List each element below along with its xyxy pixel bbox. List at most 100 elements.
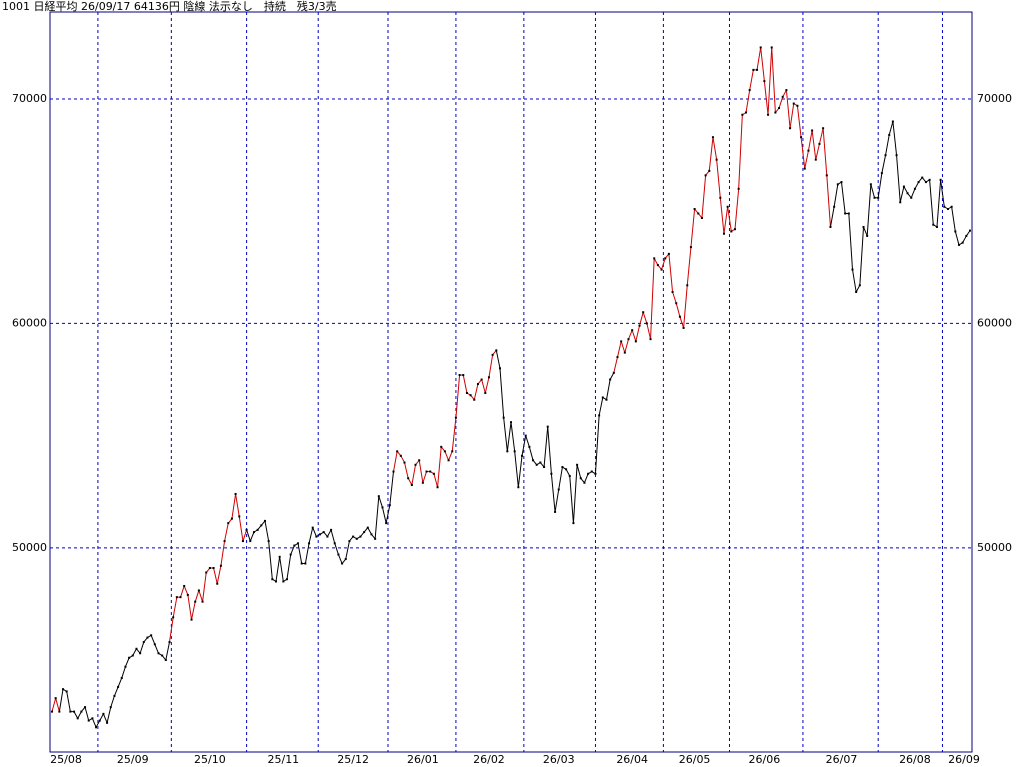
line-segment bbox=[639, 312, 644, 326]
line-segment bbox=[903, 186, 909, 194]
point bbox=[117, 685, 120, 688]
line-segment bbox=[760, 47, 765, 82]
line-segment bbox=[804, 150, 809, 169]
line-segment bbox=[815, 143, 820, 160]
point bbox=[124, 665, 127, 668]
line-segment bbox=[668, 253, 674, 293]
point bbox=[289, 553, 292, 556]
line-segment bbox=[451, 417, 457, 452]
point bbox=[733, 228, 736, 231]
point bbox=[95, 726, 98, 729]
line-segment bbox=[686, 247, 692, 286]
line-segment bbox=[712, 137, 718, 160]
point bbox=[965, 234, 968, 237]
line-segment bbox=[73, 711, 79, 719]
line-segment bbox=[481, 379, 486, 394]
point bbox=[969, 229, 971, 232]
point bbox=[939, 178, 942, 181]
point bbox=[304, 562, 307, 565]
line-segment bbox=[690, 208, 696, 248]
point bbox=[465, 391, 468, 394]
line-segment bbox=[393, 451, 398, 472]
point bbox=[282, 580, 285, 583]
point bbox=[396, 450, 399, 453]
line-segment bbox=[855, 285, 861, 293]
point bbox=[818, 142, 821, 145]
line-segment bbox=[683, 285, 688, 328]
point bbox=[528, 445, 531, 448]
line-segment bbox=[510, 422, 516, 452]
line-segment bbox=[749, 69, 754, 91]
point bbox=[715, 158, 718, 161]
point bbox=[440, 445, 443, 448]
point bbox=[491, 353, 494, 356]
point bbox=[601, 396, 604, 399]
point bbox=[568, 475, 571, 478]
line-segment bbox=[716, 159, 721, 198]
line-segment bbox=[646, 323, 652, 340]
line-segment bbox=[381, 507, 387, 524]
line-segment bbox=[870, 184, 876, 198]
line-segment bbox=[914, 181, 920, 190]
y-tick-label: 70000 bbox=[12, 92, 47, 105]
point bbox=[469, 394, 472, 397]
line-segment bbox=[672, 291, 677, 304]
line-segment bbox=[554, 489, 560, 512]
line-segment bbox=[235, 493, 240, 517]
point bbox=[844, 212, 847, 215]
line-segment bbox=[767, 47, 773, 115]
line-segment bbox=[899, 186, 905, 203]
point bbox=[785, 89, 788, 92]
point bbox=[689, 246, 692, 249]
point bbox=[366, 526, 369, 529]
point bbox=[385, 522, 388, 525]
x-tick-label: 25/10 bbox=[194, 753, 226, 766]
line-segment bbox=[840, 182, 846, 214]
point bbox=[462, 374, 465, 377]
point bbox=[322, 531, 325, 534]
point bbox=[293, 544, 296, 547]
line-segment bbox=[488, 354, 494, 378]
line-segment bbox=[572, 464, 578, 524]
line-segment bbox=[121, 666, 126, 679]
point bbox=[186, 593, 189, 596]
point bbox=[638, 324, 641, 327]
line-segment bbox=[165, 641, 170, 661]
line-segment bbox=[433, 473, 439, 488]
point bbox=[957, 243, 960, 246]
point bbox=[609, 378, 612, 381]
line-segment bbox=[238, 516, 244, 542]
line-segment bbox=[220, 541, 226, 566]
point bbox=[954, 230, 957, 233]
point bbox=[513, 450, 516, 453]
point bbox=[234, 492, 237, 495]
point bbox=[895, 154, 898, 157]
point bbox=[484, 391, 487, 394]
line-segment bbox=[51, 698, 57, 712]
point bbox=[157, 652, 160, 655]
point bbox=[675, 302, 678, 305]
point bbox=[726, 205, 729, 208]
x-tick-label: 26/05 bbox=[679, 753, 711, 766]
line-segment bbox=[528, 446, 534, 461]
point bbox=[175, 596, 178, 599]
point bbox=[946, 208, 949, 211]
line-segment bbox=[113, 686, 119, 697]
line-segment bbox=[150, 635, 156, 645]
point bbox=[645, 322, 648, 325]
x-tick-label: 26/01 bbox=[407, 753, 439, 766]
line-segment bbox=[77, 711, 82, 719]
line-segment bbox=[455, 375, 461, 418]
line-segment bbox=[525, 435, 530, 448]
line-segment bbox=[642, 312, 648, 324]
line-segment bbox=[738, 114, 743, 189]
line-segment bbox=[202, 572, 207, 602]
line-segment bbox=[55, 698, 60, 712]
point bbox=[194, 600, 197, 603]
point bbox=[840, 181, 843, 184]
x-tick-label: 26/08 bbox=[899, 753, 931, 766]
line-segment bbox=[550, 473, 556, 512]
point bbox=[429, 470, 432, 473]
